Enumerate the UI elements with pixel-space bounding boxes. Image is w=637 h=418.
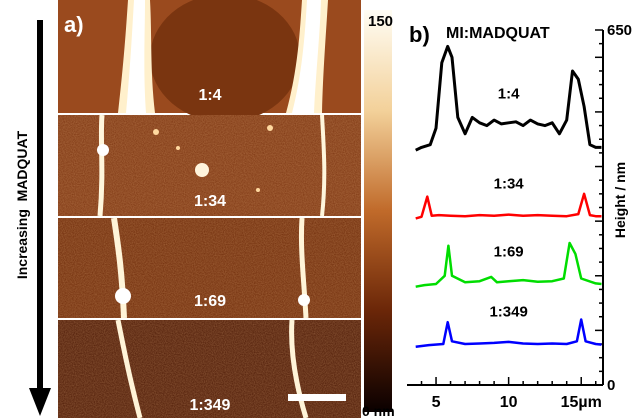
x-tick-label: 15µm (561, 394, 602, 411)
series-label-4: 1:349 (489, 304, 527, 321)
scale-bar (288, 394, 346, 401)
chart-series-labels: 1:4 1:34 1:69 1:349 (489, 85, 527, 320)
y-axis-label: Height / nm (612, 162, 628, 238)
chart-title: MI:MADQUAT (446, 25, 550, 42)
y-tick-label: 0 (607, 377, 615, 394)
strip-label-2: 1:34 (194, 193, 226, 210)
panel-b: b) MI:MADQUAT 5 10 15µm 0 650 1:4 1:34 1:69 1:3… (407, 22, 632, 411)
colorbar-max-label: 150 (368, 13, 393, 30)
series-label-3: 1:69 (494, 244, 524, 261)
panel-a-label: a) (64, 12, 84, 37)
increasing-arrow (29, 20, 51, 416)
series-label-2: 1:34 (494, 175, 525, 192)
afm-strip-1 (58, 0, 361, 122)
afm-strip-2 (58, 114, 361, 217)
x-tick-label: 10 (500, 394, 518, 411)
afm-strip-4 (58, 319, 361, 418)
colorbar (364, 10, 392, 412)
x-tick-label: 5 (432, 394, 441, 411)
panel-a: Increasing MADQUAT (14, 0, 395, 418)
series-label-1: 1:4 (498, 85, 520, 102)
colorbar-min-label: 0 nm (362, 403, 395, 418)
y-tick-label: 650 (607, 22, 632, 39)
series-line-1 (415, 44, 602, 152)
chart-series (415, 44, 602, 349)
arrow-label: Increasing MADQUAT (14, 130, 30, 279)
series-line-3 (415, 241, 602, 288)
series-line-2 (415, 192, 602, 220)
strip-label-3: 1:69 (194, 293, 226, 310)
series-line-4 (415, 318, 602, 349)
strip-label-1: 1:4 (198, 87, 221, 104)
panel-b-label: b) (409, 22, 430, 47)
afm-strip-3 (58, 217, 361, 319)
strip-label-4: 1:349 (190, 397, 231, 414)
chart-axes: 5 10 15µm 0 650 (407, 22, 632, 411)
